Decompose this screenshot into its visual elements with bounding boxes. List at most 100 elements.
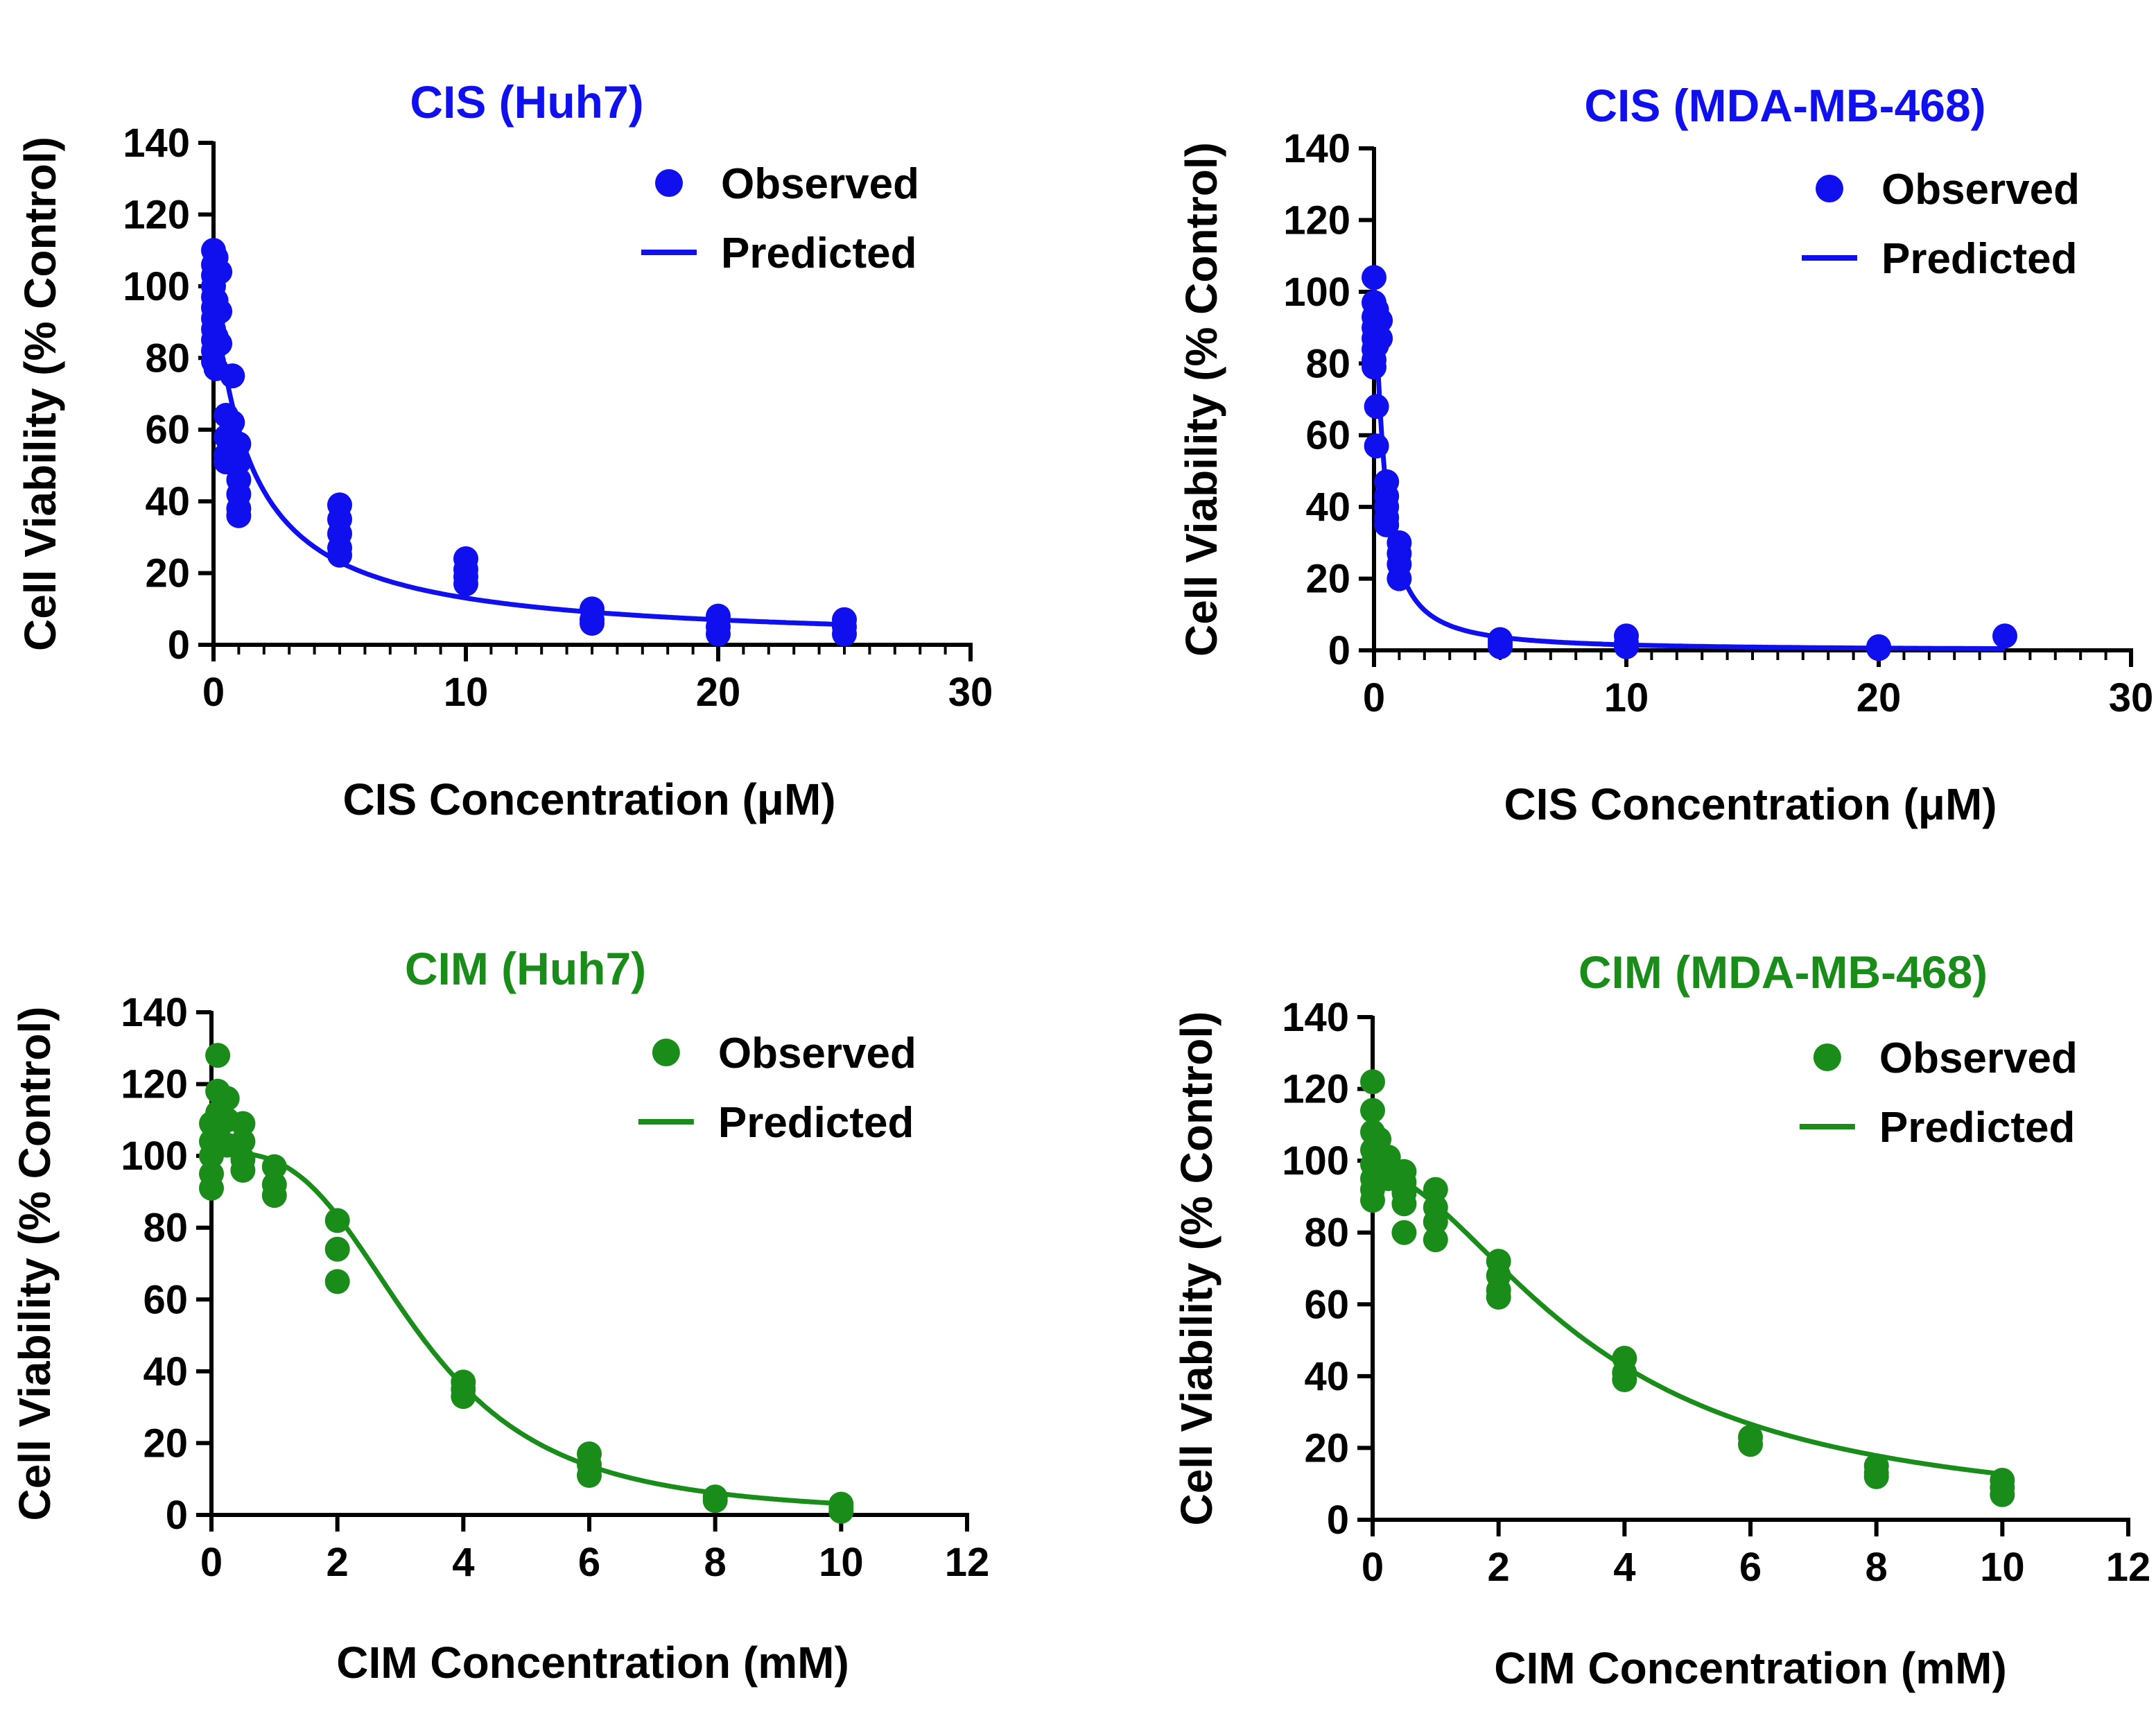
observed-point	[324, 1236, 350, 1262]
x-tick-label: 4	[1613, 1545, 1635, 1590]
observed-point	[1368, 326, 1393, 352]
legend-observed-label: Observed	[1881, 166, 2080, 214]
observed-point	[1866, 636, 1891, 661]
y-tick-label: 140	[1283, 126, 1350, 171]
x-tick-label: 2	[1488, 1545, 1510, 1590]
axes: 0 20 40 60 80 100 120 140 0 10 20 30	[123, 121, 993, 715]
x-tick-label: 10	[1980, 1545, 2025, 1590]
observed-point	[706, 621, 731, 647]
observed-point	[1360, 1188, 1385, 1213]
x-tick-label: 8	[704, 1540, 727, 1585]
y-tick-label: 60	[1304, 1282, 1349, 1327]
axes: 0 20 40 60 80 100 120 140 0 2 4 6 8 10 12	[1282, 995, 2150, 1590]
observed-point	[1488, 634, 1513, 659]
y-axis-label: Cell Viability (% Control)	[1176, 142, 1226, 657]
observed-point	[230, 1157, 256, 1183]
y-axis-label: Cell Viability (% Control)	[1172, 1012, 1222, 1526]
legend: Observed Predicted	[1799, 1034, 2078, 1152]
y-tick-label: 100	[1282, 1138, 1349, 1184]
observed-point	[832, 621, 857, 647]
predicted-curve	[221, 361, 845, 627]
y-tick-label: 100	[1283, 270, 1350, 315]
legend: Observed Predicted	[1801, 166, 2080, 283]
observed-point	[230, 1111, 256, 1136]
x-tick-label: 4	[452, 1540, 474, 1585]
observed-point	[324, 1208, 350, 1233]
legend-observed-marker	[652, 1039, 680, 1066]
observed-point	[207, 259, 233, 285]
observed-point	[327, 542, 352, 568]
observed-point	[226, 503, 252, 528]
y-tick-label: 40	[1305, 485, 1350, 530]
x-tick-label: 20	[1857, 675, 1902, 720]
legend-predicted-label: Predicted	[718, 1099, 914, 1147]
x-tick-label: 12	[945, 1540, 990, 1585]
chart-title: CIM (MDA-MB-468)	[1579, 946, 1988, 998]
observed-point	[220, 363, 245, 389]
legend-predicted-label: Predicted	[1881, 235, 2078, 283]
y-tick-label: 20	[1304, 1425, 1349, 1471]
observed-point	[1375, 1145, 1401, 1170]
y-axis-label: Cell Viability (% Control)	[10, 1007, 60, 1521]
observed-point	[1368, 308, 1393, 333]
chart-title: CIS (MDA-MB-468)	[1584, 80, 1985, 131]
observed-point	[453, 571, 478, 597]
observed-point	[1863, 1464, 1889, 1489]
observed-point	[226, 431, 252, 457]
chart-title: CIM (Huh7)	[405, 943, 646, 994]
observed-point	[1391, 1220, 1417, 1245]
legend: Observed Predicted	[641, 160, 919, 277]
axes: 0 20 40 60 80 100 120 140 0 10 20 30	[1283, 126, 2153, 720]
y-tick-label: 80	[1305, 341, 1350, 386]
x-tick-label: 0	[1363, 675, 1385, 720]
observed-point	[1614, 634, 1639, 659]
data-marks	[1360, 1069, 2015, 1507]
legend-predicted-label: Predicted	[1879, 1104, 2076, 1152]
y-axis-label: Cell Viability (% Control)	[15, 137, 65, 651]
legend-observed-marker	[654, 169, 683, 197]
observed-point	[1360, 1098, 1385, 1123]
x-tick-label: 30	[948, 670, 993, 715]
x-tick-label: 6	[578, 1540, 600, 1585]
legend-observed-marker	[1813, 1043, 1841, 1071]
data-marks	[199, 1043, 854, 1524]
legend-observed-marker	[1815, 175, 1843, 202]
observed-point	[577, 1463, 602, 1488]
y-tick-label: 120	[1283, 198, 1350, 243]
y-tick-label: 120	[121, 1062, 188, 1107]
chart-panel-cim-huh7: CIM (Huh7) Cell Viability (% Control) CI…	[10, 943, 989, 1688]
observed-point	[226, 449, 252, 475]
y-tick-label: 80	[1304, 1211, 1349, 1256]
y-tick-label: 20	[145, 551, 190, 596]
y-tick-label: 60	[143, 1277, 188, 1322]
observed-point	[214, 1086, 240, 1111]
y-tick-label: 60	[145, 408, 190, 453]
x-tick-label: 10	[1604, 675, 1649, 720]
x-axis-label: CIM Concentration (mM)	[1494, 1643, 2007, 1693]
x-tick-label: 20	[696, 670, 741, 715]
observed-point	[1362, 265, 1386, 291]
predicted-curve	[211, 1150, 842, 1507]
y-tick-label: 100	[121, 1134, 188, 1179]
chart-panel-cim-mda-mb-468: CIM (MDA-MB-468) Cell Viability (% Contr…	[1172, 946, 2150, 1693]
x-tick-label: 30	[2109, 675, 2154, 720]
y-tick-label: 100	[123, 264, 190, 309]
observed-point	[261, 1183, 287, 1208]
y-tick-label: 40	[145, 479, 190, 524]
observed-point	[580, 611, 605, 636]
legend-observed-label: Observed	[1879, 1034, 2078, 1082]
y-tick-label: 120	[1282, 1067, 1349, 1112]
axes: 0 20 40 60 80 100 120 140 0 2 4 6 8 10 12	[121, 990, 989, 1585]
y-tick-label: 0	[1328, 628, 1350, 673]
observed-point	[1612, 1367, 1637, 1392]
y-tick-label: 140	[1282, 995, 1349, 1040]
legend: Observed Predicted	[638, 1030, 916, 1147]
observed-point	[1423, 1227, 1448, 1253]
observed-point	[207, 331, 233, 356]
observed-point	[1374, 512, 1400, 537]
observed-point	[261, 1154, 287, 1179]
data-marks	[201, 238, 857, 647]
y-tick-label: 0	[1327, 1498, 1349, 1543]
observed-point	[205, 1043, 231, 1068]
x-tick-label: 10	[819, 1540, 864, 1585]
